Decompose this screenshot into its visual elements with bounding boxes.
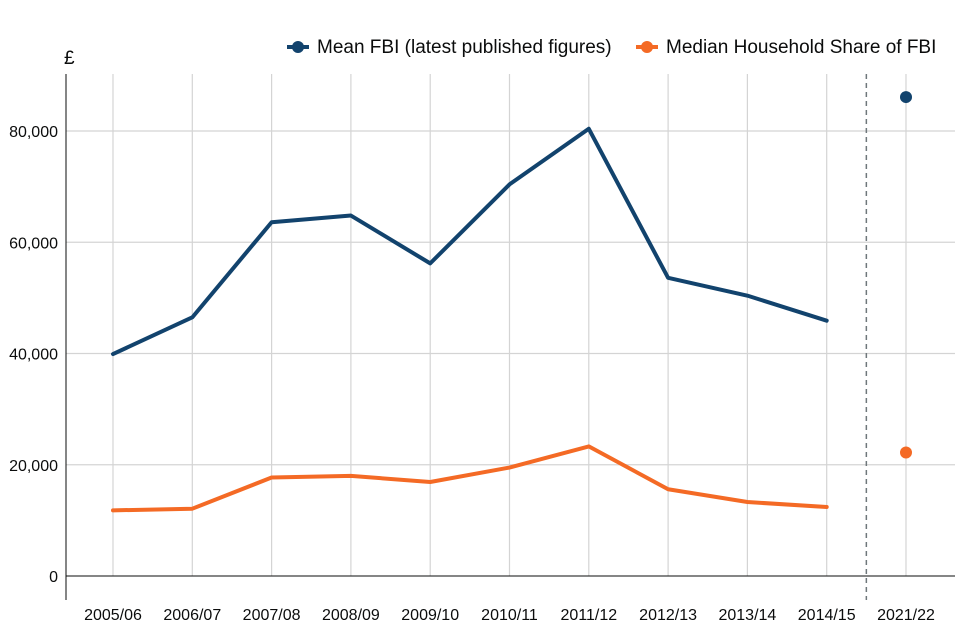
x-tick-label: 2007/08: [243, 607, 301, 624]
axis-layer: 0 20,000 40,000 60,000 80,000 2005/06 2006/07 2…: [9, 74, 955, 624]
x-tick-label: 2012/13: [639, 607, 697, 624]
x-tick-label: 2014/15: [798, 607, 856, 624]
series-line-0[interactable]: [111, 126, 829, 357]
y-tick-label: 40,000: [9, 347, 58, 364]
x-tick-label: 2013/14: [718, 607, 776, 624]
x-tick-label: 2005/06: [84, 607, 142, 624]
y-tick-label: 0: [49, 569, 58, 586]
legend-label-median: Median Household Share of FBI: [666, 37, 936, 58]
y-tick-label: 80,000: [9, 124, 58, 141]
grid-layer: [66, 74, 955, 576]
x-tick-label: 2009/10: [401, 607, 459, 624]
legend-label-mean: Mean FBI (latest published figures): [317, 37, 612, 58]
x-tick-label: 2010/11: [481, 607, 538, 624]
legend-marker-dot-mean: [292, 41, 304, 53]
legend-entry-median[interactable]: Median Household Share of FBI: [636, 37, 936, 58]
series-point-1[interactable]: [900, 446, 912, 459]
series-line-1[interactable]: [111, 444, 829, 513]
series-layer: [111, 91, 912, 513]
x-tick-label: 2011/12: [560, 607, 617, 624]
x-tick-label: 2006/07: [163, 607, 221, 624]
legend-marker-dot-median: [641, 41, 653, 53]
legend-entry-mean[interactable]: Mean FBI (latest published figures): [287, 37, 612, 58]
series-point-0[interactable]: [900, 91, 912, 104]
y-tick-label: 20,000: [9, 458, 58, 475]
x-tick-label: 2008/09: [322, 607, 380, 624]
x-tick-label: 2021/22: [877, 607, 935, 624]
legend: Mean FBI (latest published figures) Medi…: [287, 37, 936, 58]
y-tick-label: 60,000: [9, 235, 58, 252]
y-axis-unit-label: £: [64, 48, 75, 69]
